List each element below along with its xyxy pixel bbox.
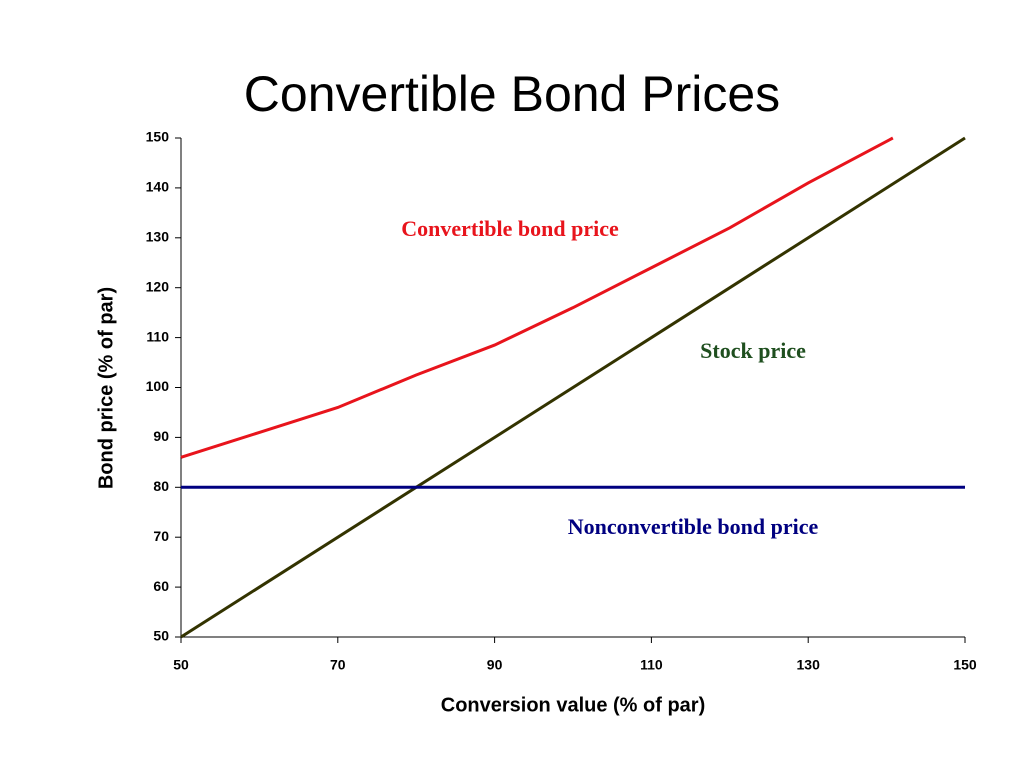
y-tick-label: 80: [153, 478, 169, 494]
y-tick-label: 140: [146, 179, 170, 195]
y-tick-label: 60: [153, 578, 169, 594]
y-axis-label: Bond price (% of par): [95, 287, 117, 489]
x-tick-label: 150: [953, 657, 977, 673]
x-tick-label: 70: [330, 657, 346, 673]
x-tick-label: 110: [640, 657, 663, 673]
x-axis-label: Conversion value (% of par): [441, 694, 706, 716]
y-tick-label: 70: [153, 528, 169, 544]
series-label: Stock price: [700, 338, 806, 363]
y-tick-label: 120: [146, 278, 170, 294]
series-label: Convertible bond price: [401, 216, 619, 241]
x-tick-label: 130: [797, 657, 821, 673]
y-tick-label: 100: [146, 378, 170, 394]
y-tick-label: 90: [153, 428, 169, 444]
series-line: [180, 136, 894, 459]
x-tick-label: 90: [487, 657, 503, 673]
x-tick-label: 50: [173, 657, 189, 673]
y-tick-label: 50: [153, 628, 169, 644]
y-tick-label: 150: [146, 129, 170, 145]
y-tick-label: 110: [146, 328, 169, 344]
y-tick-label: 130: [146, 229, 170, 245]
chart-title: Convertible Bond Prices: [244, 66, 780, 122]
series-label: Nonconvertible bond price: [568, 514, 819, 539]
series-line: [180, 136, 966, 639]
